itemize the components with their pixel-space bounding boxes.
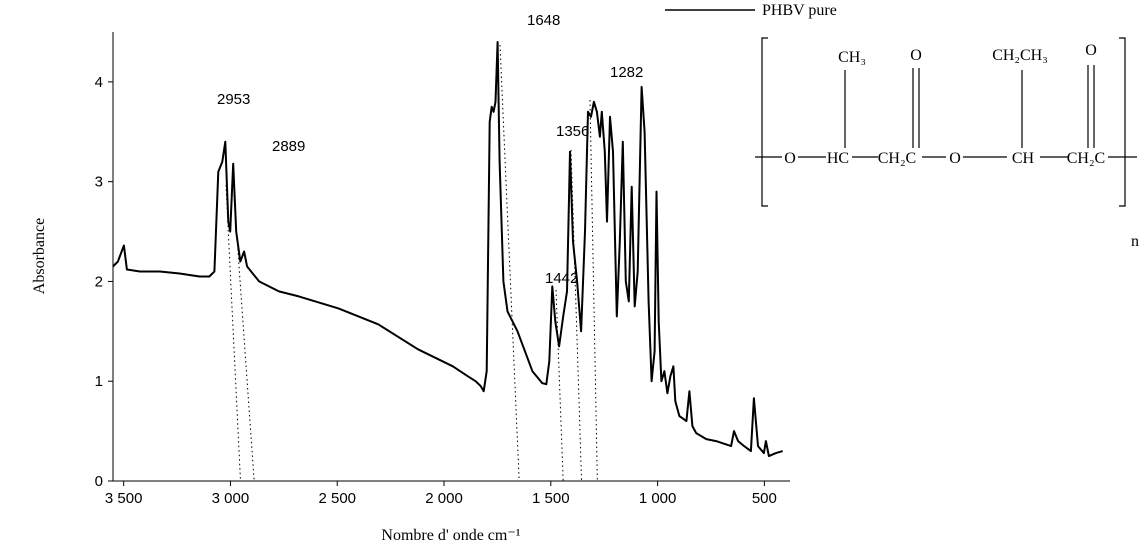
bracket-left <box>761 37 768 207</box>
peak-guide <box>589 99 598 482</box>
substituent-label: O <box>910 47 922 64</box>
substituent-label: CH₃ <box>838 49 866 66</box>
peak-guide <box>499 44 520 482</box>
spectrum-line <box>112 41 783 458</box>
x-tick-label: 3 500 <box>105 490 143 507</box>
substituent-label: CH₂CH₃ <box>992 47 1048 64</box>
peak-guide <box>555 289 564 482</box>
peak-guide <box>233 194 255 482</box>
y-tick-label: 0 <box>95 473 103 490</box>
group-label: CH <box>1012 150 1035 167</box>
bracket-right <box>1119 37 1126 207</box>
y-axis-title: Absorbance <box>31 218 48 294</box>
x-tick-label: 2 000 <box>425 490 463 507</box>
peak-label: 1442 <box>545 270 578 287</box>
y-tick-label: 2 <box>95 273 103 290</box>
x-tick-label: 2 500 <box>318 490 356 507</box>
group-label: O <box>784 150 796 167</box>
legend-label: PHBV pure <box>762 2 837 19</box>
peak-label: 1356 <box>556 123 589 140</box>
group-label: HC <box>827 150 849 167</box>
side-bonds <box>844 65 1095 148</box>
x-tick-label: 3 000 <box>212 490 250 507</box>
x-tick-label: 500 <box>752 490 777 507</box>
peak-label: 1282 <box>610 64 643 81</box>
repeat-label: n <box>1131 233 1139 250</box>
x-tick-label: 1 000 <box>639 490 677 507</box>
chemical-structure <box>755 37 1137 207</box>
peak-guide <box>225 184 241 482</box>
y-tick-label: 1 <box>95 373 103 390</box>
peak-label: 2889 <box>272 138 305 155</box>
peak-guide <box>570 149 583 482</box>
peak-label: 2953 <box>217 91 250 108</box>
x-axis-title: Nombre d' onde cm⁻¹ <box>381 527 520 544</box>
group-label: O <box>949 150 961 167</box>
structure-labels: O HC CH₂C O CH CH₂C CH₃ O CH₂CH₃ On <box>784 42 1139 250</box>
group-label: CH₂C <box>878 150 916 167</box>
x-tick-label: 1 500 <box>532 490 570 507</box>
peak-label: 1648 <box>527 12 560 29</box>
substituent-label: O <box>1085 42 1097 59</box>
y-tick-label: 4 <box>95 74 103 91</box>
group-label: CH₂C <box>1067 150 1105 167</box>
y-tick-label: 3 <box>95 174 103 191</box>
